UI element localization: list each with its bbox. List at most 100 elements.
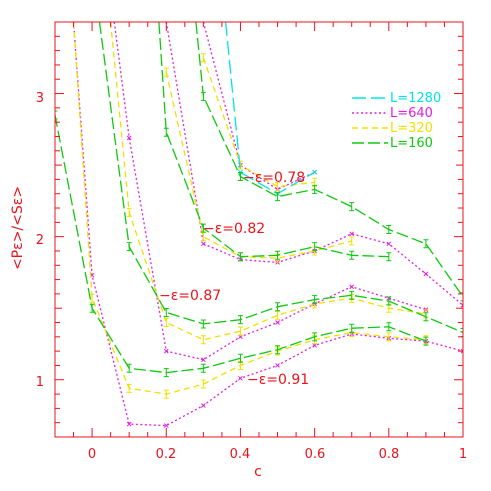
- data-point: [275, 363, 280, 368]
- data-point: [200, 53, 206, 63]
- data-point: [237, 353, 243, 363]
- axis-ticks: [54, 21, 464, 438]
- data-point: [237, 252, 243, 262]
- data-point: [126, 383, 132, 393]
- y-axis-label: <Pε>/<Sε>: [10, 186, 26, 270]
- annotation-eps-087: −ε=0.87: [159, 288, 221, 304]
- data-point: [312, 169, 317, 175]
- series-line: [158, 22, 389, 258]
- data-point: [238, 375, 243, 381]
- annotations: −ε=0.78 −ε=0.82 −ε=0.87 −ε=0.91: [159, 170, 309, 388]
- data-point: [386, 296, 392, 306]
- annotation-eps-082: −ε=0.82: [203, 221, 265, 237]
- data-point: [200, 232, 206, 242]
- data-point: [349, 202, 355, 212]
- legend-entry: L=640: [352, 106, 433, 121]
- data-point: [386, 332, 392, 342]
- data-point: [312, 184, 318, 194]
- y-tick-label: 2: [36, 233, 44, 248]
- data-point: [423, 271, 429, 277]
- data-point: [312, 295, 318, 305]
- x-tick-label: 1: [459, 447, 467, 462]
- data-point: [275, 302, 281, 312]
- legend-entry: L=320: [352, 121, 433, 136]
- data-point: [200, 223, 206, 233]
- series-line: [72, 22, 463, 427]
- data-point: [423, 336, 429, 346]
- data-point: [386, 225, 392, 234]
- data-point: [163, 67, 169, 77]
- data-point: [312, 332, 318, 342]
- data-point: [200, 335, 206, 345]
- series-line: [202, 22, 315, 191]
- y-tick-label: 1: [36, 375, 44, 390]
- data-point: [126, 363, 132, 373]
- data-point: [312, 242, 318, 252]
- data-point: [126, 135, 132, 141]
- data-point: [126, 421, 132, 427]
- series-line: [165, 71, 352, 259]
- legend-label: L=320: [390, 121, 433, 136]
- series-line: [224, 22, 315, 195]
- data-point: [460, 348, 463, 354]
- data-point: [163, 127, 169, 137]
- legend-entry: L=1280: [352, 91, 441, 106]
- data-point: [460, 292, 463, 302]
- legend-label: L=640: [390, 106, 433, 121]
- data-point: [200, 91, 206, 101]
- data-point: [163, 423, 169, 428]
- series-line: [195, 22, 463, 298]
- data-point: [349, 284, 355, 290]
- legend-label: L=160: [390, 136, 433, 151]
- data-point: [386, 252, 392, 262]
- x-tick-labels: 0 0.2 0.4 0.6 0.8 1: [88, 447, 467, 462]
- data-point: [201, 357, 206, 363]
- data-point: [201, 403, 206, 408]
- data-point: [423, 239, 429, 249]
- data-point: [163, 368, 169, 378]
- data-point: [163, 348, 169, 354]
- legend-label: L=1280: [390, 91, 441, 106]
- data-point: [126, 242, 132, 252]
- series-layer: [55, 22, 463, 428]
- data-point: [349, 290, 355, 300]
- data-point: [349, 231, 355, 237]
- data-point: [460, 302, 463, 308]
- data-point: [201, 241, 206, 247]
- data-point: [89, 293, 95, 303]
- annotation-eps-091: −ε=0.91: [247, 372, 309, 388]
- data-point: [237, 326, 243, 336]
- series-l640-eps-091: [72, 22, 463, 428]
- data-point: [386, 241, 392, 247]
- data-point: [200, 319, 206, 329]
- series-line: [165, 22, 463, 306]
- data-point: [237, 172, 243, 182]
- data-point: [163, 318, 169, 328]
- x-tick-label: 0.4: [230, 447, 251, 462]
- data-point: [275, 310, 281, 320]
- series-line: [72, 22, 426, 395]
- data-point: [275, 320, 280, 325]
- annotation-eps-078: −ε=0.78: [243, 170, 305, 186]
- data-point: [163, 389, 169, 399]
- series-l160-eps-082: [158, 22, 392, 262]
- data-point: [349, 250, 355, 260]
- data-point: [200, 379, 206, 389]
- data-point: [275, 250, 281, 260]
- series-line: [109, 22, 426, 341]
- data-point: [349, 323, 355, 333]
- x-tick-label: 0: [88, 447, 96, 462]
- legend: L=1280 L=640 L=320 L=160: [352, 91, 441, 151]
- y-tick-label: 3: [36, 91, 44, 106]
- series-l640-eps-087: [113, 22, 429, 363]
- data-point: [89, 303, 95, 313]
- data-point: [275, 182, 281, 192]
- x-tick-label: 0.2: [156, 447, 177, 462]
- x-axis-label: c: [254, 464, 262, 480]
- data-point: [275, 345, 281, 355]
- data-point: [237, 315, 243, 325]
- series-line: [113, 22, 427, 361]
- series-line: [202, 57, 315, 188]
- x-tick-label: 0.6: [305, 447, 326, 462]
